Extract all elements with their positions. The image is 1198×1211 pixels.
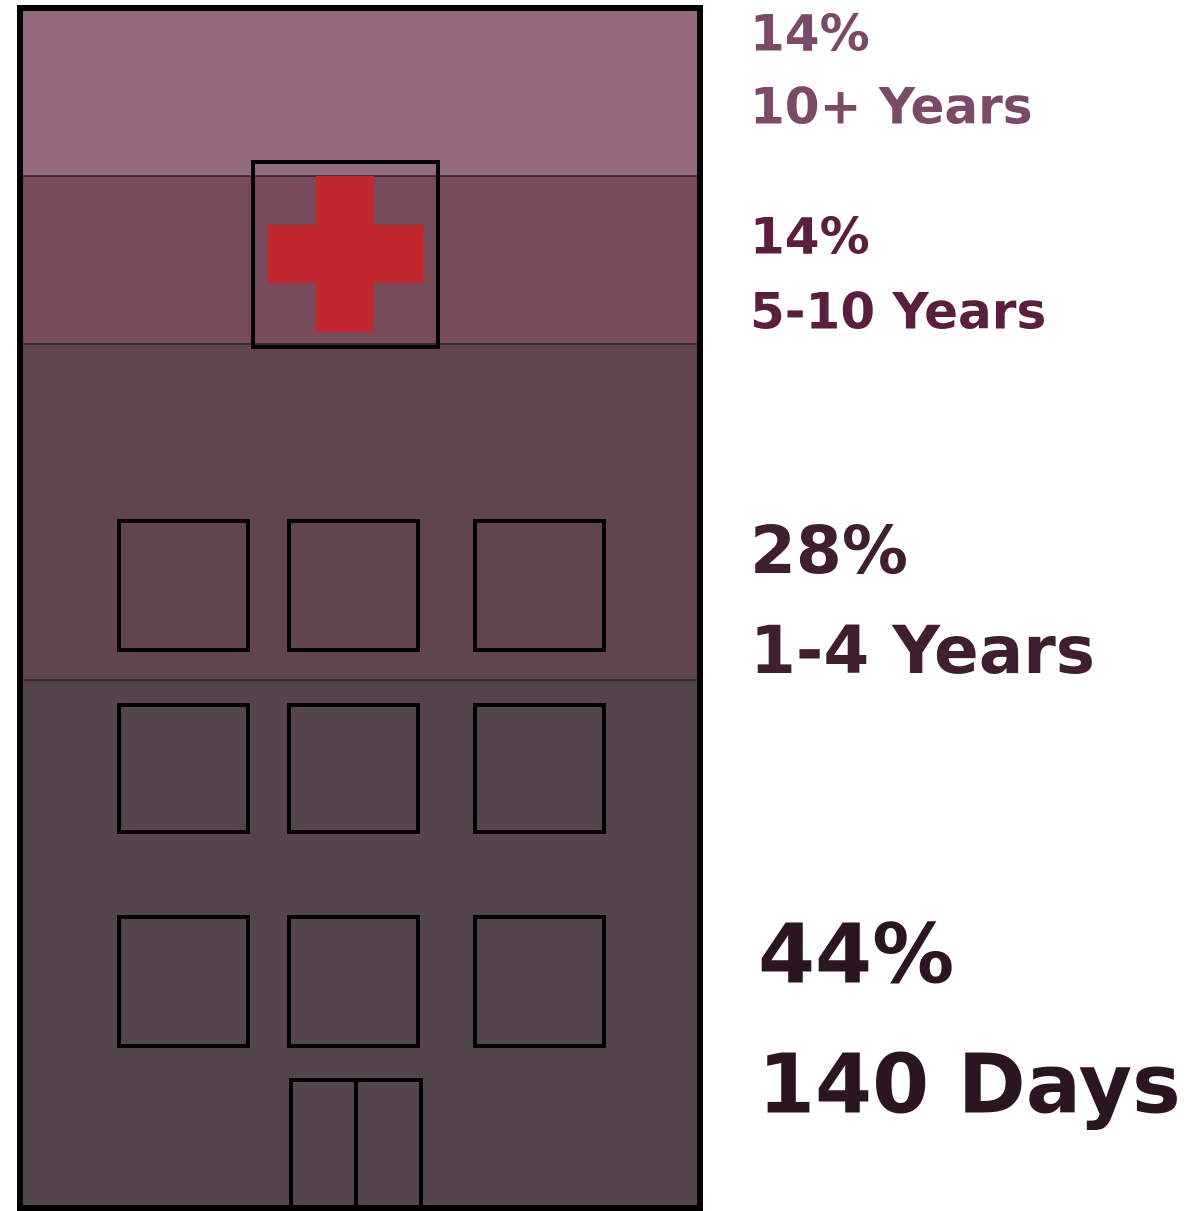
value-label: 14% <box>750 208 870 266</box>
category-label: 10+ Years <box>750 78 1033 136</box>
bands <box>20 8 700 1208</box>
window <box>287 915 420 1048</box>
category-label: 1-4 Years <box>750 612 1095 689</box>
sign-frame <box>251 160 440 349</box>
window <box>117 519 250 652</box>
window <box>117 915 250 1048</box>
window <box>287 519 420 652</box>
window <box>473 915 606 1048</box>
band <box>20 8 700 176</box>
cross <box>268 225 423 283</box>
value-label: 28% <box>750 512 908 589</box>
value-label: 44% <box>758 907 954 1002</box>
window <box>117 703 250 834</box>
window <box>473 519 606 652</box>
window <box>287 703 420 834</box>
window <box>473 703 606 834</box>
band <box>20 680 700 1208</box>
building-details <box>17 5 703 1211</box>
category-label: 140 Days <box>758 1037 1181 1132</box>
category-label: 5-10 Years <box>750 283 1046 341</box>
building-outline <box>17 5 703 1211</box>
band <box>20 344 700 680</box>
value-label: 14% <box>750 5 870 63</box>
